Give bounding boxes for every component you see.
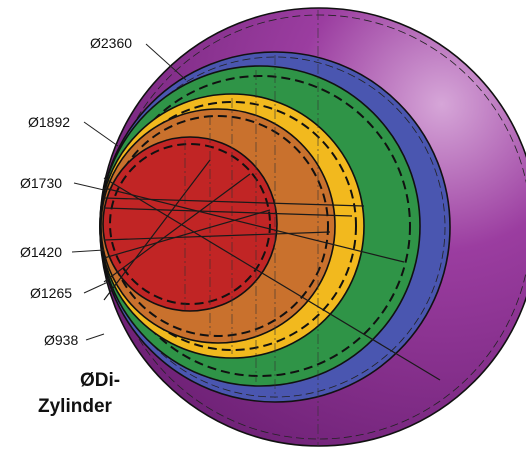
ring-1265-dash [107,115,329,337]
label-d1892: Ø1892 [28,114,70,130]
caption: ØDi- Zylinder [38,370,120,417]
dimension-chords [103,159,441,381]
label-d938: Ø938 [44,332,78,348]
ring-stack [99,7,526,447]
label-d1730: Ø1730 [20,175,62,191]
ring-1730-dash [109,75,411,377]
ring-1420-edge [99,93,365,359]
ring-1420-dash [107,101,357,351]
dimension-labels: Ø2360 Ø1892 Ø1730 Ø1420 Ø1265 Ø938 [20,35,132,348]
ring-938-edge [102,136,278,312]
ring-938-dash [109,143,271,305]
label-d2360: Ø2360 [90,35,132,51]
ring-1265-edge [100,108,336,344]
caption-line-2: Zylinder [38,396,113,417]
ring-938 [103,137,277,311]
label-d1265: Ø1265 [30,285,72,301]
leader-lines [71,43,187,341]
label-d1420: Ø1420 [20,244,62,260]
caption-line-1: ØDi- [80,370,120,391]
center-lines [184,10,319,446]
